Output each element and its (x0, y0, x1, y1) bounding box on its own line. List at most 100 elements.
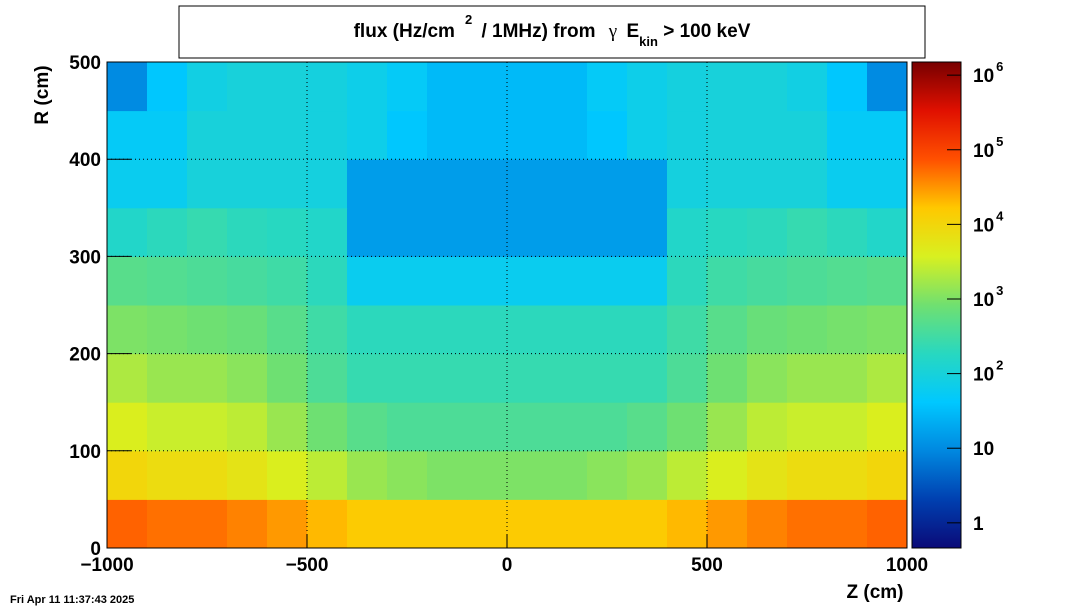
heatmap-cell (387, 499, 428, 549)
heatmap-cell (627, 62, 668, 112)
heatmap-cell (787, 159, 828, 209)
heatmap-cell (827, 207, 868, 257)
heatmap-cell (547, 305, 588, 355)
heatmap-cell (627, 110, 668, 160)
y-tick-label: 300 (69, 247, 101, 268)
title-box (178, 5, 926, 59)
heatmap-cell (187, 402, 228, 452)
heatmap-cell (307, 110, 348, 160)
heatmap-cell (107, 450, 148, 500)
heatmap-cell (387, 110, 428, 160)
heatmap-cell (507, 450, 548, 500)
heatmap-cell (467, 256, 508, 306)
heatmap-cell (787, 110, 828, 160)
heatmap-cell (707, 256, 748, 306)
heatmap-cell (507, 62, 548, 112)
z-tick-label: 10 4 (973, 208, 1004, 236)
heatmap-cell (667, 499, 708, 549)
heatmap-cell (427, 256, 468, 306)
heatmap-cell (427, 450, 468, 500)
heatmap-cell (467, 207, 508, 257)
z-tick-label: 10 2 (973, 358, 1003, 386)
heatmap-cell (667, 62, 708, 112)
heatmap-cell (427, 499, 468, 549)
heatmap-cell (107, 305, 148, 355)
heatmap-cell (747, 353, 788, 403)
heatmap-cell (667, 450, 708, 500)
heatmap-cell (307, 402, 348, 452)
heatmap-cell (827, 110, 868, 160)
heatmap-cell (267, 110, 308, 160)
timestamp: Fri Apr 11 11:37:43 2025 (10, 594, 134, 606)
z-tick-label: 1 (973, 514, 984, 535)
heatmap-cell (507, 110, 548, 160)
z-tick-base: 10 (973, 365, 994, 386)
heatmap-cell (627, 305, 668, 355)
heatmap-cell (467, 450, 508, 500)
heatmap-cell (787, 305, 828, 355)
heatmap-cell (267, 450, 308, 500)
x-tick-label: −1000 (80, 555, 133, 576)
heatmap-cell (347, 450, 388, 500)
heatmap-cell (107, 110, 148, 160)
heatmap-cell (267, 353, 308, 403)
heatmap-cell (147, 402, 188, 452)
heatmap-cell (707, 62, 748, 112)
heatmap-cell (587, 402, 628, 452)
heatmap-cell (827, 62, 868, 112)
title-symbol: γ (608, 21, 617, 42)
heatmap-cell (547, 62, 588, 112)
heatmap-cell (427, 110, 468, 160)
heatmap-cell (227, 353, 268, 403)
heatmap-cell (107, 207, 148, 257)
heatmap-cell (147, 159, 188, 209)
heatmap-cell (747, 305, 788, 355)
heatmap-cell (307, 207, 348, 257)
heatmap-cell (707, 110, 748, 160)
heatmap-cell (307, 159, 348, 209)
heatmap-cell (107, 159, 148, 209)
heatmap-cell (147, 256, 188, 306)
heatmap-cell (707, 207, 748, 257)
heatmap-cell (627, 499, 668, 549)
heatmap-cell (347, 256, 388, 306)
heatmap-cell (387, 256, 428, 306)
heatmap-cell (147, 207, 188, 257)
heatmap-cell (267, 256, 308, 306)
heatmap-cell (147, 110, 188, 160)
heatmap-cell (107, 256, 148, 306)
heatmap-cell (307, 353, 348, 403)
heatmap-cell (427, 207, 468, 257)
heatmap-cell (387, 207, 428, 257)
heatmap-cell (547, 110, 588, 160)
heatmap-cell (467, 353, 508, 403)
heatmap-cell (427, 402, 468, 452)
heatmap-cell (667, 402, 708, 452)
z-tick-base: 10 (973, 141, 994, 162)
z-tick-base: 10 (973, 215, 994, 236)
heatmap-cell (667, 159, 708, 209)
z-tick-base: 10 (973, 290, 994, 311)
heatmap-cell (467, 62, 508, 112)
heatmap-cell (227, 305, 268, 355)
heatmap-cell (187, 450, 228, 500)
heatmap-cell (547, 450, 588, 500)
heatmap-cell (867, 450, 908, 500)
heatmap-cell (507, 207, 548, 257)
heatmap-cell (547, 159, 588, 209)
heatmap-cell (107, 402, 148, 452)
title-part: > 100 keV (658, 21, 751, 42)
heatmap-cell (867, 353, 908, 403)
heatmap-cell (267, 499, 308, 549)
heatmap-cell (107, 62, 148, 112)
heatmap-cell (107, 499, 148, 549)
heatmap-cell (267, 159, 308, 209)
heatmap-cell (347, 353, 388, 403)
heatmap-cell (187, 110, 228, 160)
heatmap-cell (347, 402, 388, 452)
heatmap-cell (107, 353, 148, 403)
z-tick-base: 1 (973, 514, 984, 535)
color-bar (912, 62, 961, 548)
